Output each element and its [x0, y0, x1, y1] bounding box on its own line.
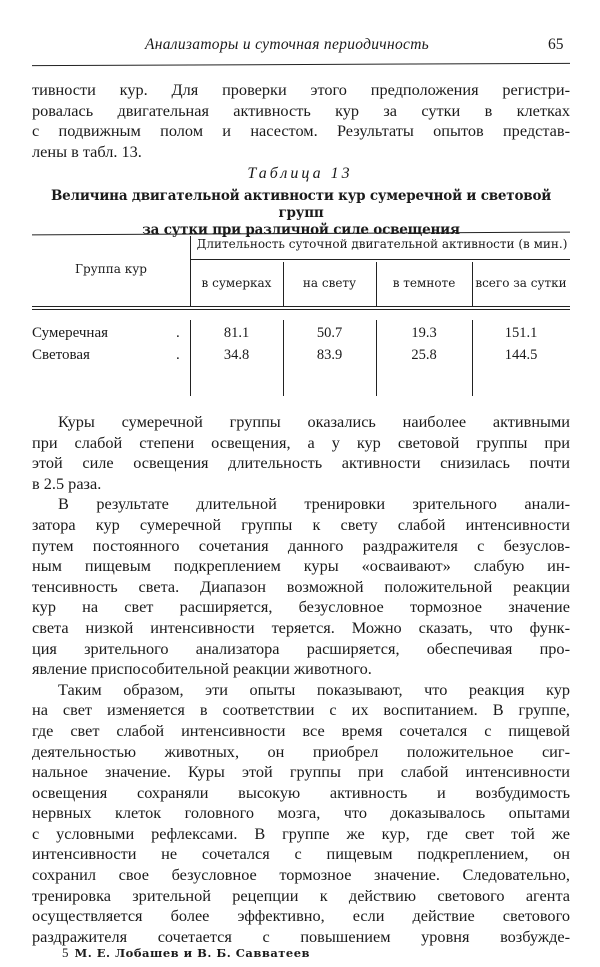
- table-divider: [472, 320, 473, 396]
- text-line: явление приспособительной реакции животн…: [32, 659, 372, 679]
- text-line: тенсивность света. Диапазон возможной по…: [32, 576, 570, 596]
- text-line: нальное значение. Куры этой группы при с…: [32, 762, 570, 782]
- table-cell: 34.8: [223, 347, 250, 363]
- text-line: с подвижным полом и насестом. Результаты…: [32, 121, 570, 141]
- text-line: осуществляется более эффективно, если де…: [32, 906, 570, 926]
- intro-paragraph: тивности кур. Для проверки этого предпол…: [32, 80, 570, 162]
- table-cell: 151.1: [504, 325, 538, 341]
- text-line: интенсивности не сочетался с пищевым под…: [32, 844, 570, 864]
- column-header: в темноте: [392, 276, 456, 290]
- text-line: В результате длительной тренировки зрите…: [58, 494, 570, 514]
- text-line: раздражителя сочетается с повышением уро…: [32, 926, 570, 946]
- text-line: кур на свет расширяется, безусловное тор…: [32, 597, 570, 617]
- paragraph: В результате длительной тренировки зрите…: [32, 494, 570, 679]
- text-line: тренировка зрительной рецепции к действи…: [32, 885, 570, 905]
- table-header-double-rule: [32, 309, 570, 311]
- column-header: в сумерках: [201, 276, 272, 290]
- signature-number: 5: [62, 945, 69, 960]
- table-title-line: Величина двигательной активности кур сум…: [50, 188, 552, 221]
- table-divider: [190, 280, 191, 306]
- text-line: ция зрительного анализатора расширяется,…: [32, 638, 570, 658]
- column-header-duration: Длительность суточной двигательной актив…: [196, 237, 568, 251]
- text-line: путем постоянного сочетания данного разд…: [32, 535, 570, 555]
- body-text: Куры сумеречной группы оказались наиболе…: [32, 412, 570, 947]
- text-line: в 2.5 раза.: [32, 473, 102, 493]
- text-line: при слабой степени освещения, а у кур св…: [32, 432, 570, 452]
- text-line: лены в табл. 13.: [32, 141, 142, 161]
- running-head: Анализаторы и суточная периодичность: [145, 36, 430, 53]
- text-line: этой силе освещения длительность активно…: [32, 453, 570, 473]
- column-header: всего за сутки: [475, 276, 567, 290]
- text-line: ным пищевым подкреплением куры «осваиваю…: [32, 556, 570, 576]
- signature-footer: 5 М. Е. Лобашев и В. Б. Савватеев: [62, 945, 310, 961]
- text-line: на свет изменяется в соответствии с их в…: [32, 700, 570, 720]
- row-label: Световая: [32, 347, 90, 363]
- table-divider: [283, 262, 284, 306]
- signature-authors: М. Е. Лобашев и В. Б. Савватеев: [74, 946, 311, 960]
- text-line: сохранил свое безусловное тормозное знач…: [32, 865, 570, 885]
- text-line: Куры сумеречной группы оказались наиболе…: [58, 412, 570, 431]
- leader-dot: .: [176, 347, 180, 363]
- text-line: ровалась двигательная активность кур за …: [32, 100, 570, 120]
- table-divider: [376, 262, 377, 306]
- header-rule: [32, 62, 570, 67]
- table-divider: [472, 262, 473, 306]
- text-line: нервных клеток головного мозга, что дока…: [32, 803, 570, 823]
- table-header-double-rule: [32, 306, 570, 308]
- column-header-group: Группа кур: [75, 262, 147, 276]
- text-line: затора кур сумеречной группы к свету сла…: [32, 514, 570, 534]
- table-cell: 50.7: [316, 325, 343, 341]
- text-line: освещения сохраняли высокую активность и…: [32, 782, 570, 802]
- table-divider: [283, 320, 284, 396]
- paragraph: Таким образом, эти опыты показывают, что…: [32, 680, 570, 948]
- table-divider: [190, 320, 191, 396]
- table-divider: [190, 236, 191, 280]
- text-line: где свет слабой интенсивности все время …: [32, 720, 570, 740]
- text-line: деятельностью животных, он приобрел поло…: [32, 741, 570, 761]
- table-cell: 83.9: [316, 347, 343, 363]
- table-cell: 144.5: [504, 347, 538, 363]
- text-line: Таким образом, эти опыты показывают, что…: [58, 679, 570, 699]
- text-line: тивности кур. Для проверки этого предпол…: [32, 80, 570, 99]
- column-header: на свету: [302, 276, 357, 290]
- text-line: с условными рефлексами. В группе же кур,…: [32, 823, 570, 843]
- table-cell: 25.8: [411, 347, 437, 363]
- paragraph: Куры сумеречной группы оказались наиболе…: [32, 412, 570, 494]
- table-divider: [376, 320, 377, 396]
- text-line: света низкой интенсивности теряется. Мож…: [32, 617, 570, 637]
- table-subheader-rule: [190, 259, 570, 260]
- page-number: 65: [548, 36, 564, 53]
- table-label: Таблица 13: [247, 165, 353, 182]
- row-label: Сумеречная: [32, 325, 108, 341]
- table-cell: 81.1: [223, 325, 250, 341]
- table-cell: 19.3: [411, 325, 437, 341]
- leader-dot: .: [176, 325, 180, 341]
